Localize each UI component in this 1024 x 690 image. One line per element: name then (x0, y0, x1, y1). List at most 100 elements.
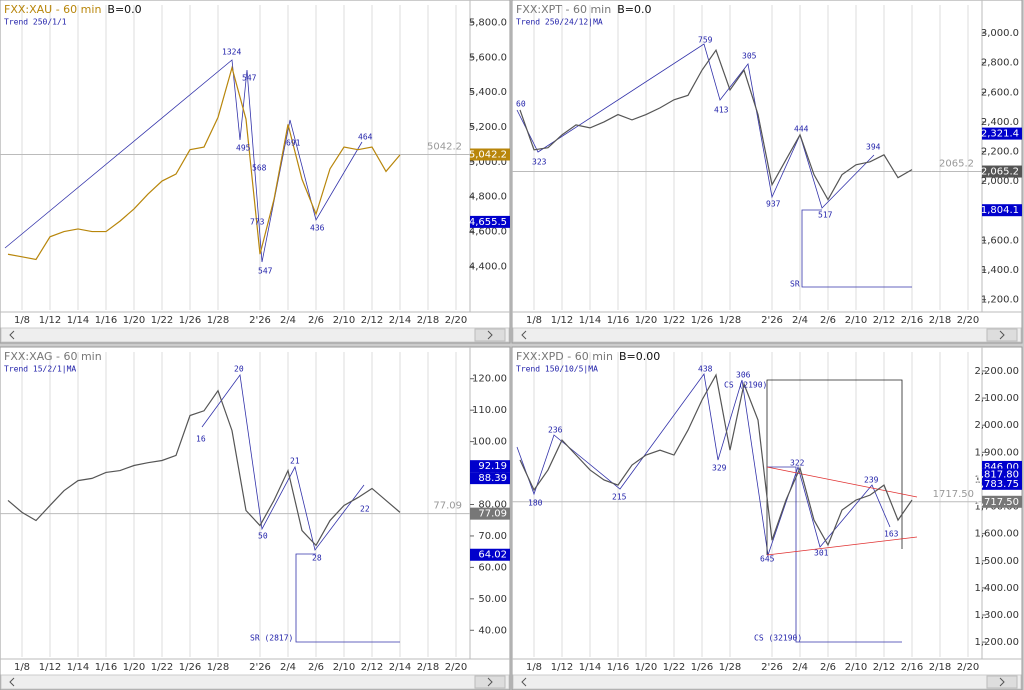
scroll-thumb[interactable] (474, 675, 506, 689)
trend-line (766, 536, 918, 556)
x-tick-label: 1/16 (607, 662, 629, 673)
x-tick-label: 2/6 (820, 315, 836, 326)
scrollbar[interactable] (0, 674, 510, 690)
x-tick-label: 1/16 (95, 662, 117, 673)
x-tick-label: 1/28 (719, 662, 741, 673)
scroll-thumb[interactable] (986, 675, 1018, 689)
x-tick-label: 1/20 (123, 315, 145, 326)
x-tick-label: 1/22 (151, 662, 173, 673)
wave-label: 436 (310, 224, 325, 233)
price-line-label: 5042.2 (427, 142, 462, 153)
y-tick-label: 3,000.0 (981, 28, 1019, 39)
x-tick-label: 2/4 (792, 662, 808, 673)
wave-label: 215 (612, 493, 627, 502)
chart-subtitle: Trend 250/1/1 (4, 18, 67, 27)
chart-subtitle: Trend 150/10/5|MA (516, 365, 598, 374)
wave-label: 329 (712, 464, 727, 473)
x-tick-label: 1/22 (663, 662, 685, 673)
x-tick-label: 1/12 (39, 315, 61, 326)
wave-label: 22 (360, 505, 370, 514)
scroll-thumb[interactable] (474, 328, 506, 342)
wave-label: 645 (760, 555, 775, 564)
x-tick-label: 1/8 (526, 315, 542, 326)
wave-label: CS (32190) (754, 634, 802, 643)
x-tick-label: 2/12 (361, 662, 383, 673)
x-tick-label: 2/18 (929, 662, 951, 673)
x-tick-label: 1/14 (579, 315, 601, 326)
x-tick-label: 1/20 (635, 662, 657, 673)
scroll-left-arrow[interactable] (9, 330, 15, 340)
price-series (519, 48, 913, 201)
x-tick-label: 1/22 (151, 315, 173, 326)
wave-label: 322 (790, 459, 805, 468)
price-marker-label: 92.19 (478, 461, 507, 472)
price-marker-label: 77.09 (478, 509, 507, 520)
price-marker-label: 1,817.80 (974, 470, 1019, 481)
wave-label: 163 (884, 530, 899, 539)
chart-panel: 1/8 1/12 1/14 1/16 1/20 1/22 1/26 1/28 2'26 2/4 2/… (511, 346, 1023, 690)
x-tick-label: 2/12 (873, 662, 895, 673)
x-tick-label: 2/6 (308, 662, 324, 673)
price-marker-label: 1,717.50 (974, 497, 1019, 508)
wave-label: 28 (312, 554, 322, 563)
price-marker-label: 2,065.2 (981, 167, 1019, 178)
price-marker (470, 215, 510, 228)
y-tick-label: 4,600.0 (469, 227, 507, 238)
price-marker (470, 507, 510, 520)
y-tick-label: 5,800.0 (469, 17, 507, 28)
wave-label: 180 (528, 499, 543, 508)
y-tick-label: 1,600.0 (981, 235, 1019, 246)
x-tick-label: 1/12 (39, 662, 61, 673)
scroll-right-arrow[interactable] (999, 677, 1005, 687)
wave-label: 301 (814, 549, 829, 558)
y-tick-label: 1,400.0 (981, 265, 1019, 276)
wave-label: 773 (250, 218, 265, 227)
wave-label: 547 (242, 74, 257, 83)
wave-label: SR (790, 280, 800, 289)
scroll-left-arrow[interactable] (9, 677, 15, 687)
x-tick-label: 2/18 (929, 315, 951, 326)
x-tick-label: 2/20 (445, 662, 467, 673)
scroll-right-arrow[interactable] (487, 677, 493, 687)
x-tick-label: 2/20 (957, 662, 979, 673)
wave-label: 239 (864, 476, 879, 485)
scroll-left-arrow[interactable] (521, 677, 527, 687)
x-tick-label: 2/14 (389, 315, 411, 326)
scrollbar[interactable] (0, 327, 510, 343)
x-tick-label: 2/6 (820, 662, 836, 673)
chart-title: FXX:XAG - 60 min (4, 350, 102, 363)
y-tick-label: 2,600.0 (981, 87, 1019, 98)
price-marker (470, 148, 510, 161)
x-tick-label: 2/10 (845, 662, 867, 673)
price-marker-label: 1,846.00 (974, 462, 1019, 473)
wave-label: 517 (818, 211, 833, 220)
price-marker (982, 165, 1022, 178)
price-marker (470, 548, 510, 561)
y-tick-label: 2,100.00 (974, 393, 1019, 404)
scroll-thumb[interactable] (986, 328, 1018, 342)
y-tick-label: 80.00 (478, 500, 507, 511)
wave-label: 60 (516, 100, 526, 109)
scroll-right-arrow[interactable] (999, 330, 1005, 340)
x-tick-label: 1/22 (663, 315, 685, 326)
x-tick-label: 1/28 (719, 315, 741, 326)
x-tick-label: 2'26 (761, 662, 783, 673)
x-tick-label: 1/20 (123, 662, 145, 673)
scroll-left-arrow[interactable] (521, 330, 527, 340)
trend-line (766, 379, 903, 555)
scroll-right-arrow[interactable] (487, 330, 493, 340)
wave-label: 20 (234, 365, 244, 374)
x-tick-label: 1/12 (551, 662, 573, 673)
x-tick-label: 2/4 (280, 315, 296, 326)
x-tick-label: 2'26 (249, 662, 271, 673)
price-marker-label: 64.02 (478, 550, 507, 561)
trend-line (516, 43, 875, 209)
price-series (7, 389, 401, 547)
wave-label: 323 (532, 158, 547, 167)
x-tick-label: 1/26 (691, 662, 713, 673)
scrollbar[interactable] (512, 674, 1022, 690)
trend-line (767, 466, 902, 643)
scrollbar[interactable] (512, 327, 1022, 343)
chart-panel: 1/8 1/12 1/14 1/16 1/20 1/22 1/26 1/28 2'26 2/4 2/… (511, 0, 1023, 344)
price-marker (470, 460, 510, 473)
